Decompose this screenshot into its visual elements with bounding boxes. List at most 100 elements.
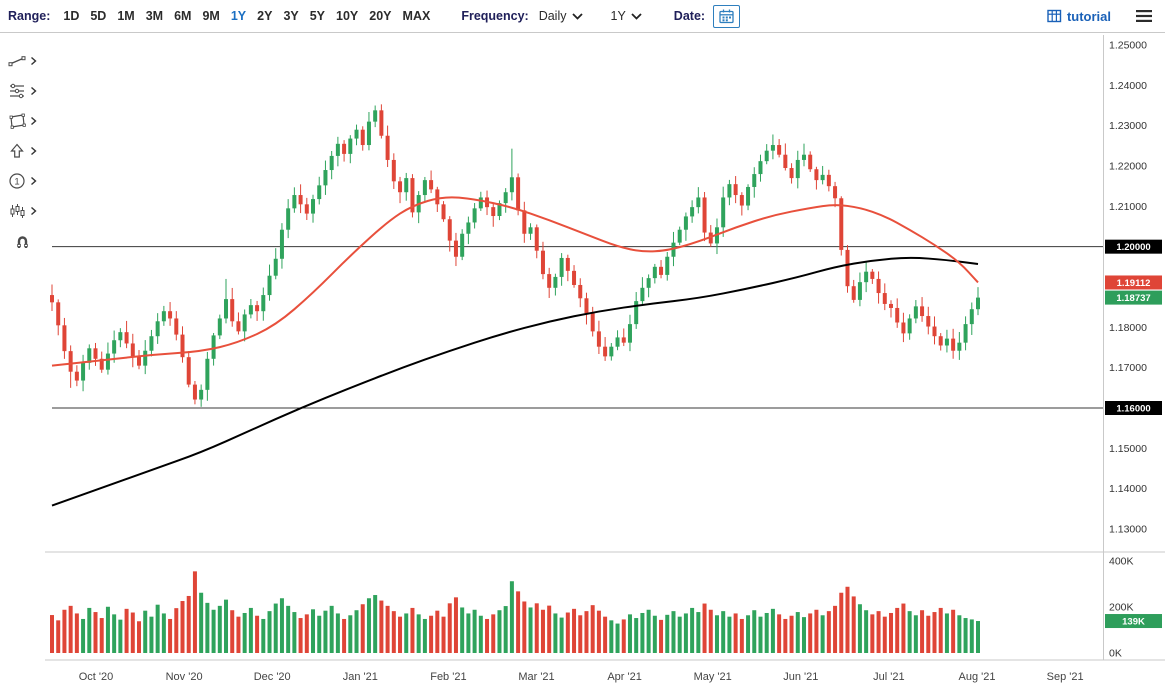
- svg-text:Dec '20: Dec '20: [254, 671, 291, 683]
- svg-text:May '21: May '21: [694, 671, 732, 683]
- candles-layer: [50, 104, 980, 407]
- svg-text:Oct '20: Oct '20: [79, 671, 114, 683]
- range-option[interactable]: 5D: [85, 7, 111, 25]
- mini-candles-icon: [10, 204, 25, 218]
- price-badge: [1105, 290, 1162, 305]
- range-option[interactable]: 10Y: [331, 7, 363, 25]
- chevron-down-icon: [571, 12, 583, 20]
- range-option[interactable]: 6M: [169, 7, 196, 25]
- ma-slow-line[interactable]: [51, 256, 979, 507]
- tutorial-link[interactable]: tutorial: [1041, 8, 1117, 25]
- ma-fast-line[interactable]: [51, 196, 979, 367]
- svg-text:1.13000: 1.13000: [1109, 524, 1147, 536]
- svg-text:1.14000: 1.14000: [1109, 483, 1147, 495]
- svg-text:200K: 200K: [1109, 602, 1134, 614]
- shapes-tool[interactable]: [7, 111, 38, 131]
- shapes-icon: [9, 113, 26, 129]
- range-option[interactable]: 2Y: [252, 7, 277, 25]
- frequency-value: Daily: [538, 9, 567, 23]
- svg-text:Jan '21: Jan '21: [343, 671, 378, 683]
- svg-text:Jul '21: Jul '21: [873, 671, 904, 683]
- price-badge: [1105, 239, 1162, 254]
- range-option[interactable]: 1Y: [226, 7, 251, 25]
- magnet-icon: [17, 236, 28, 248]
- range-label: Range:: [8, 9, 51, 23]
- circled-one-icon: 1: [9, 173, 25, 189]
- chevron-right-icon: [31, 176, 37, 186]
- volume-bars: [50, 571, 980, 653]
- horizontal-level-lines[interactable]: [52, 246, 1103, 409]
- annotation-tool[interactable]: 1: [7, 171, 38, 191]
- svg-text:1.17000: 1.17000: [1109, 362, 1147, 374]
- svg-text:1.25000: 1.25000: [1109, 40, 1147, 52]
- svg-text:Aug '21: Aug '21: [959, 671, 996, 683]
- frequency-select[interactable]: Daily: [537, 7, 585, 25]
- range-option[interactable]: 1M: [112, 7, 139, 25]
- svg-text:400K: 400K: [1109, 556, 1134, 568]
- svg-text:1.18000: 1.18000: [1109, 322, 1147, 334]
- period-select[interactable]: 1Y: [609, 7, 644, 25]
- tutorial-label: tutorial: [1066, 8, 1111, 24]
- trendline-icon: [8, 56, 26, 67]
- chevron-down-icon: [631, 12, 642, 20]
- svg-text:1.20000: 1.20000: [1116, 242, 1150, 253]
- range-option[interactable]: 1D: [58, 7, 84, 25]
- svg-text:Sep '21: Sep '21: [1047, 671, 1084, 683]
- svg-text:1.18737: 1.18737: [1116, 293, 1150, 304]
- svg-text:139K: 139K: [1122, 617, 1145, 628]
- frequency-label: Frequency:: [461, 9, 529, 23]
- range-option[interactable]: MAX: [398, 7, 436, 25]
- trendline-tool[interactable]: [7, 51, 38, 71]
- svg-text:1.23000: 1.23000: [1109, 120, 1147, 132]
- arrow-up-icon: [10, 143, 24, 158]
- svg-text:1.22000: 1.22000: [1109, 161, 1147, 173]
- price-axis[interactable]: 1.25000 1.24000 1.23000 1.22000 1.21000 1.180…: [1109, 40, 1147, 536]
- range-option[interactable]: 5Y: [305, 7, 330, 25]
- chevron-right-icon: [31, 116, 37, 126]
- svg-text:1: 1: [14, 177, 19, 188]
- range-option[interactable]: 3M: [141, 7, 168, 25]
- svg-text:1.15000: 1.15000: [1109, 443, 1147, 455]
- svg-text:0K: 0K: [1109, 648, 1122, 660]
- levels-icon: [10, 83, 24, 99]
- arrow-tool[interactable]: [7, 141, 38, 161]
- svg-text:Apr '21: Apr '21: [607, 671, 642, 683]
- svg-text:Mar '21: Mar '21: [518, 671, 554, 683]
- range-option[interactable]: 3Y: [278, 7, 303, 25]
- chevron-right-icon: [31, 56, 37, 66]
- calendar-button[interactable]: [713, 4, 741, 28]
- price-badge: [1105, 401, 1162, 415]
- svg-text:1.19112: 1.19112: [1117, 278, 1151, 289]
- menu-button[interactable]: [1133, 7, 1155, 25]
- volume-axis: 400K 200K 0K: [1109, 556, 1134, 660]
- chart-frame: [45, 35, 1165, 661]
- candlestick-chart[interactable]: 1.25000 1.24000 1.23000 1.22000 1.21000 1.180…: [45, 33, 1165, 695]
- time-axis[interactable]: Oct '20 Nov '20 Dec '20 Jan '21 Feb '21 Mar '…: [79, 671, 1084, 683]
- top-toolbar: Range: 1D 5D 1M 3M 6M 9M 1Y 2Y 3Y 5Y 10Y 20Y MAX Fre…: [0, 0, 1165, 33]
- grid-icon: [1047, 9, 1062, 23]
- axis-price-badges: 1.20000 1.19112 1.18737 1.16000 139K: [1105, 239, 1162, 629]
- svg-text:1.24000: 1.24000: [1109, 80, 1147, 92]
- magnet-tool[interactable]: [12, 231, 33, 251]
- date-label: Date:: [673, 9, 706, 23]
- range-option[interactable]: 20Y: [364, 7, 396, 25]
- chevron-right-icon: [31, 86, 37, 96]
- pattern-tool[interactable]: [7, 201, 38, 221]
- calendar-icon: [719, 9, 734, 24]
- svg-text:Nov '20: Nov '20: [166, 671, 203, 683]
- main-content: 1: [0, 33, 1165, 695]
- drawing-tools-sidebar: 1: [0, 33, 45, 695]
- levels-tool[interactable]: [7, 81, 38, 101]
- price-badge: [1105, 275, 1162, 290]
- hamburger-icon: [1136, 10, 1152, 22]
- svg-text:Feb '21: Feb '21: [430, 671, 466, 683]
- chart-area: 1.25000 1.24000 1.23000 1.22000 1.21000 1.180…: [45, 33, 1165, 695]
- chevron-right-icon: [31, 146, 37, 156]
- svg-text:1.16000: 1.16000: [1116, 404, 1150, 415]
- volume-badge: [1105, 614, 1162, 629]
- range-option[interactable]: 9M: [197, 7, 224, 25]
- svg-text:1.21000: 1.21000: [1109, 201, 1147, 213]
- svg-text:Jun '21: Jun '21: [783, 671, 818, 683]
- chevron-right-icon: [31, 206, 37, 216]
